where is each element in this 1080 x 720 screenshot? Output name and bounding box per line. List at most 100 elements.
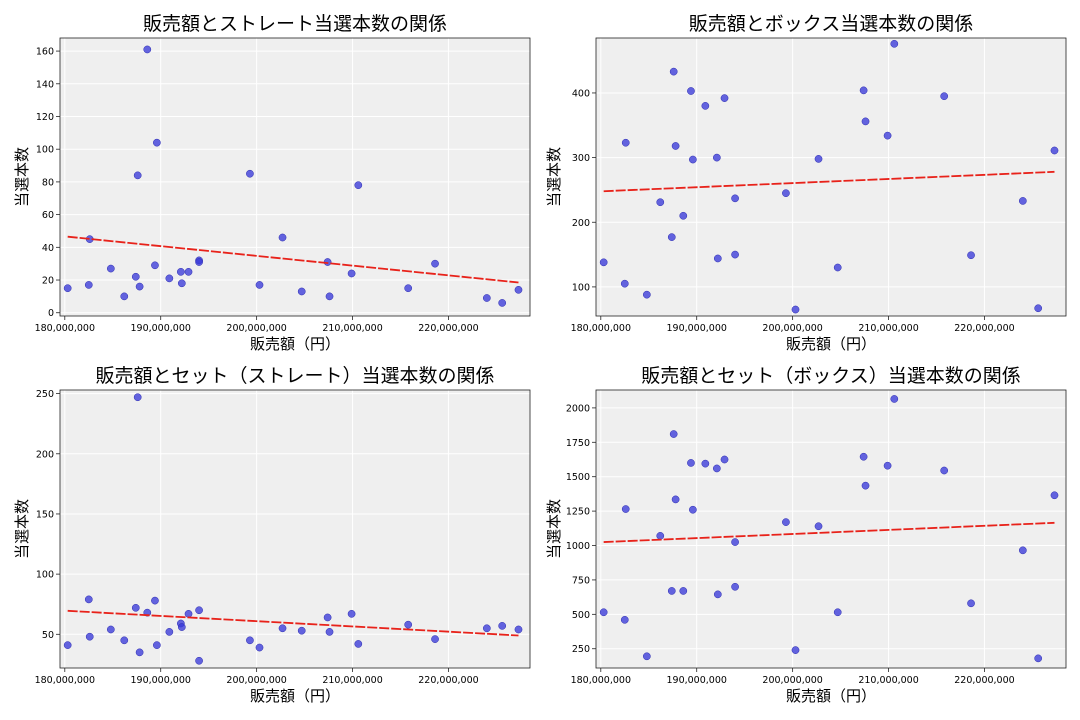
data-point (514, 625, 523, 634)
data-point (135, 648, 144, 657)
data-point (177, 623, 186, 631)
data-point (687, 459, 695, 467)
x-tick-label: 190,000,000 (666, 675, 726, 686)
x-axis-label: 販売額（円） (786, 335, 876, 353)
data-point (278, 233, 287, 242)
data-point (731, 538, 739, 546)
data-point (195, 606, 203, 615)
data-point (621, 138, 630, 147)
data-point (135, 282, 144, 291)
x-tick-label: 180,000,000 (35, 323, 95, 334)
y-tick-label: 1750 (566, 438, 590, 449)
x-tick-label: 190,000,000 (130, 323, 190, 334)
data-point (1034, 304, 1043, 313)
data-point (642, 290, 651, 299)
data-point (246, 169, 254, 178)
data-point (131, 272, 140, 281)
data-point (599, 258, 608, 267)
data-point (713, 254, 722, 263)
data-point (151, 596, 159, 605)
data-point (1018, 197, 1027, 205)
data-point (106, 625, 115, 634)
data-point (967, 599, 975, 608)
data-point (689, 155, 697, 164)
data-point (890, 39, 899, 48)
y-axis-label: 当選本数 (545, 499, 563, 559)
data-point (861, 481, 870, 490)
x-tick-label: 220,000,000 (954, 675, 1014, 686)
chart-title: 販売額とストレート当選本数の関係 (143, 13, 447, 35)
data-point (833, 263, 842, 272)
x-tick-label: 190,000,000 (666, 323, 726, 334)
chart-title: 販売額とボックス当選本数の関係 (689, 13, 973, 35)
data-point (669, 67, 678, 76)
data-point (620, 615, 629, 624)
data-point (482, 624, 491, 633)
y-tick-label: 750 (572, 575, 590, 586)
data-point (255, 281, 264, 289)
data-point (85, 632, 94, 641)
chart-panel-2: 180,000,000 190,000,000 200,000,000 210,000… (545, 13, 1067, 353)
data-point (731, 250, 739, 259)
data-point (859, 86, 868, 95)
y-tick-label: 40 (42, 243, 54, 254)
data-point (833, 608, 842, 617)
x-tick-label: 190,000,000 (130, 675, 190, 686)
data-point (791, 305, 800, 314)
data-point (153, 138, 161, 147)
data-point (814, 155, 823, 163)
data-point (246, 636, 254, 645)
plot-area (60, 390, 530, 668)
data-point (177, 267, 185, 276)
data-point (177, 279, 186, 288)
x-tick-label: 180,000,000 (571, 675, 631, 686)
data-point (679, 211, 688, 220)
y-tick-label: 160 (36, 47, 54, 58)
data-point (731, 582, 739, 591)
x-tick-label: 210,000,000 (858, 675, 918, 686)
y-axis-label: 当選本数 (13, 147, 31, 207)
y-axis-label: 当選本数 (13, 499, 31, 559)
x-tick-label: 210,000,000 (858, 323, 918, 334)
x-tick-label: 200,000,000 (226, 323, 286, 334)
chart-title: 販売額とセット（ボックス）当選本数の関係 (641, 365, 1020, 387)
data-point (195, 258, 203, 266)
x-tick-label: 180,000,000 (571, 323, 631, 334)
x-tick-label: 180,000,000 (35, 675, 95, 686)
y-tick-label: 60 (42, 210, 54, 221)
chart-panel-4: 180,000,000 190,000,000 200,000,000 210,000… (545, 365, 1067, 705)
x-axis-label: 販売額（円） (250, 687, 340, 705)
data-point (669, 430, 678, 438)
x-tick-label: 220,000,000 (954, 323, 1014, 334)
y-tick-label: 120 (36, 112, 54, 123)
axes-frame (59, 37, 531, 317)
data-point (720, 455, 729, 464)
data-point (323, 613, 332, 622)
data-point (731, 194, 739, 203)
data-point (713, 153, 721, 162)
data-point (151, 261, 159, 270)
data-point (1018, 546, 1027, 555)
x-tick-label: 200,000,000 (762, 323, 822, 334)
y-tick-label: 100 (572, 282, 590, 293)
data-point (347, 609, 356, 618)
data-point (1050, 491, 1059, 500)
y-tick-label: 200 (572, 218, 590, 229)
data-point (153, 641, 161, 649)
data-point (861, 117, 870, 126)
data-point (165, 274, 174, 283)
y-tick-label: 100 (36, 570, 54, 581)
y-tick-label: 80 (42, 177, 54, 188)
data-point (940, 92, 949, 101)
data-point (782, 518, 790, 526)
data-point (404, 620, 413, 629)
y-tick-label: 1250 (566, 507, 590, 518)
data-point (1034, 654, 1043, 663)
data-point (621, 505, 630, 513)
data-point (859, 452, 868, 461)
y-tick-label: 400 (572, 88, 590, 99)
data-point (297, 287, 306, 296)
y-tick-label: 50 (42, 630, 54, 641)
data-point (133, 393, 142, 402)
